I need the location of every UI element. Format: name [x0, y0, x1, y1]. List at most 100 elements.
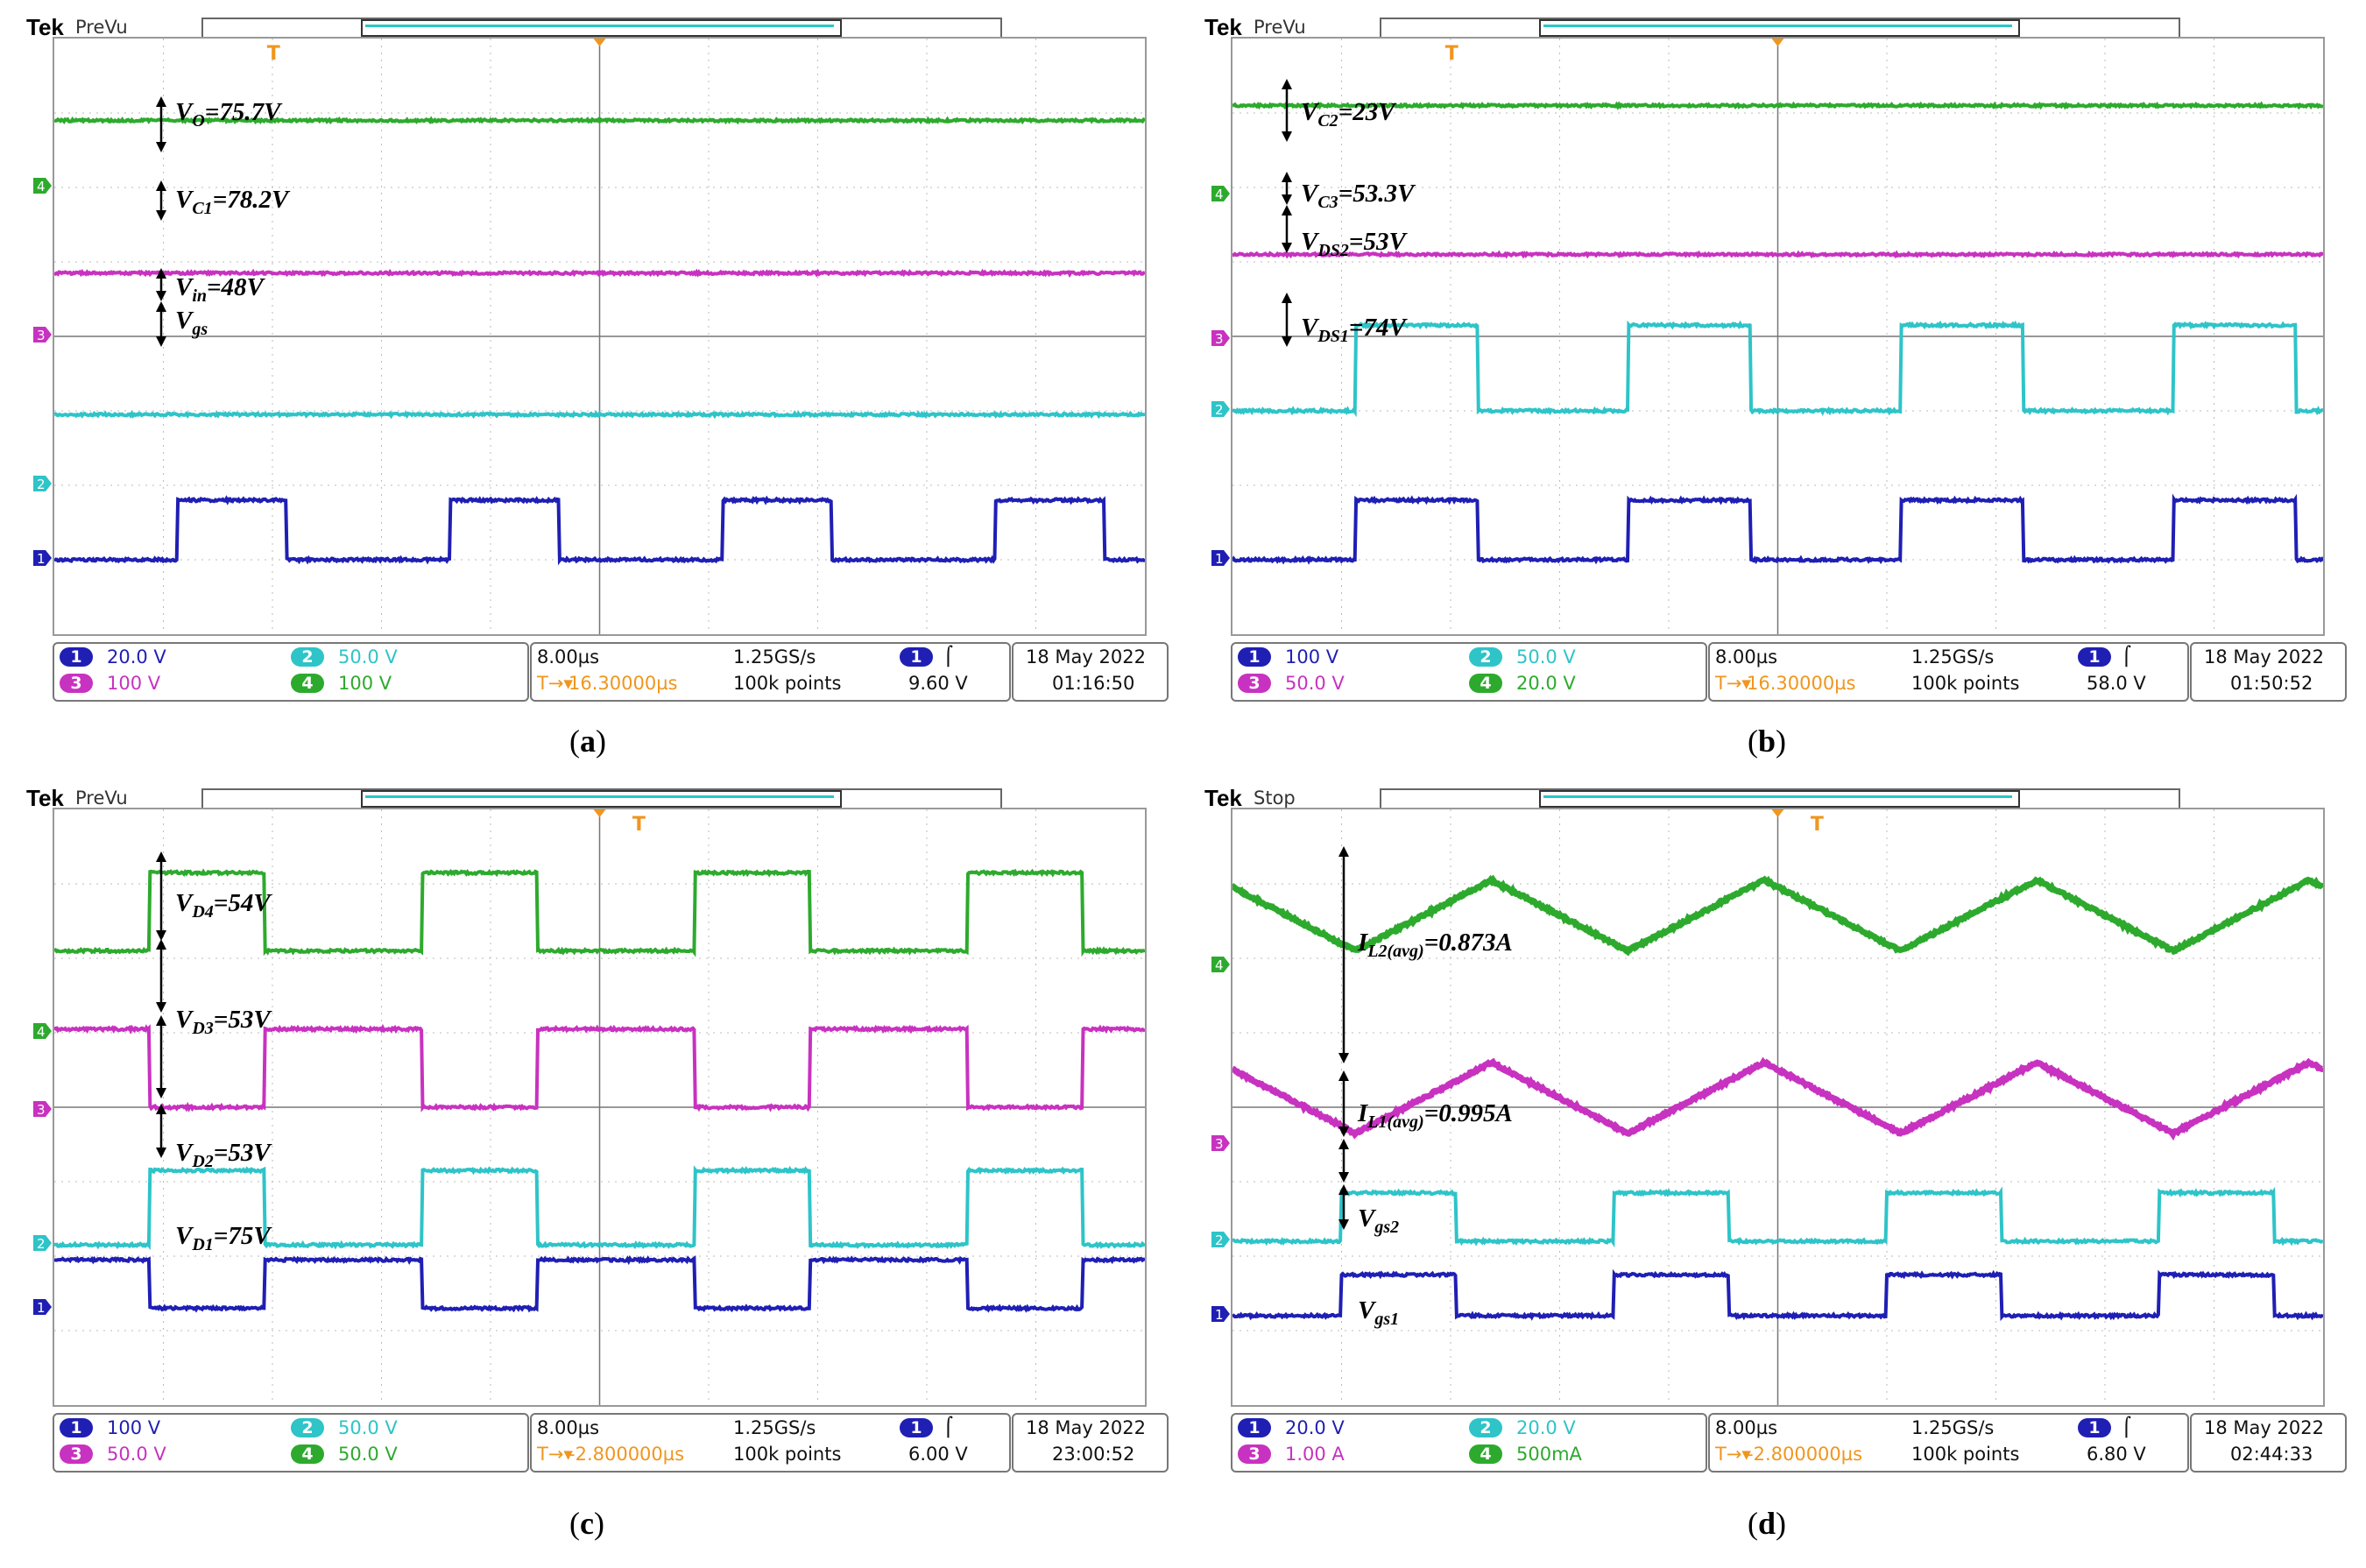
- date-value: 18 May 2022: [2204, 1417, 2324, 1438]
- trigger-level-value: 6.80 V: [2087, 1444, 2146, 1465]
- caption-letter: b: [1758, 724, 1776, 759]
- arrow-head-icon: [1282, 205, 1292, 215]
- annotation-vds2: VDS2=53V: [1301, 228, 1406, 261]
- channel-3-ground-marker-icon[interactable]: 3: [1211, 328, 1231, 348]
- channel-1-ground-marker-icon[interactable]: 1: [33, 548, 53, 568]
- channel-2-ground-marker-icon[interactable]: 2: [1211, 399, 1231, 419]
- annotation-value: =75V: [214, 1222, 271, 1250]
- trace-ch2: [54, 413, 1145, 416]
- sample-rate-value: 1.25GS/s: [1911, 646, 1994, 667]
- trigger-source-badge[interactable]: 1: [2078, 1418, 2111, 1437]
- date-value: 18 May 2022: [1026, 646, 1146, 667]
- channel-2-badge[interactable]: 2: [291, 647, 324, 667]
- channel-2-scale: 50.0 V: [1516, 646, 1576, 667]
- timebase-value: 8.00µs: [537, 1417, 599, 1438]
- trigger-offset-icon: T→▾: [1715, 1444, 1751, 1465]
- channel-3-badge[interactable]: 3: [1238, 674, 1271, 693]
- svg-text:3: 3: [1215, 331, 1224, 347]
- annotation-subscript: L1(avg): [1367, 1112, 1423, 1132]
- channel-4-badge[interactable]: 4: [1469, 1444, 1502, 1464]
- svg-text:2: 2: [1215, 1233, 1224, 1248]
- trigger-source-badge[interactable]: 1: [2078, 647, 2111, 667]
- timebase-value: 8.00µs: [1715, 646, 1777, 667]
- channel-settings-box[interactable]: 1 20.0 V 2 20.0 V 3 1.00 A 4 500mA: [1231, 1413, 1707, 1473]
- channel-3-badge[interactable]: 3: [60, 1444, 93, 1464]
- annotation-symbol: V: [175, 98, 192, 126]
- channel-4-badge[interactable]: 4: [1469, 674, 1502, 693]
- channel-1-badge[interactable]: 1: [1238, 647, 1271, 667]
- datetime-box: 18 May 2022 02:44:33: [2190, 1413, 2347, 1473]
- arrow-head-icon: [1338, 1053, 1349, 1063]
- channel-1-badge[interactable]: 1: [1238, 1418, 1271, 1437]
- svg-text:2: 2: [37, 477, 46, 492]
- channel-4-ground-marker-icon[interactable]: 4: [1211, 184, 1231, 203]
- channel-2-ground-marker-icon[interactable]: 2: [33, 474, 53, 493]
- channel-2-badge[interactable]: 2: [1469, 1418, 1502, 1437]
- channel-4-badge[interactable]: 4: [291, 1444, 324, 1464]
- channel-settings-box[interactable]: 1 100 V 2 50.0 V 3 50.0 V 4 50.0 V: [53, 1413, 529, 1473]
- channel-3-badge[interactable]: 3: [60, 674, 93, 693]
- annotation-symbol: V: [1301, 180, 1317, 208]
- record-length-value: 100k points: [1911, 673, 2019, 694]
- channel-3-badge[interactable]: 3: [1238, 1444, 1271, 1464]
- channel-1-badge[interactable]: 1: [60, 647, 93, 667]
- annotation-symbol: V: [1301, 314, 1317, 342]
- arrow-head-icon: [156, 1088, 166, 1098]
- trigger-position-icon: T: [1811, 814, 1824, 836]
- channel-4-ground-marker-icon[interactable]: 4: [1211, 955, 1231, 974]
- trigger-position-value: 16.30000µs: [569, 673, 678, 694]
- arrow-head-icon: [156, 301, 166, 312]
- channel-1-ground-marker-icon[interactable]: 1: [1211, 1304, 1231, 1324]
- channel-2-badge[interactable]: 2: [1469, 647, 1502, 667]
- annotation-vc2: VC2=23V: [1301, 98, 1395, 131]
- annotation-symbol: V: [175, 1139, 192, 1167]
- svg-text:2: 2: [1215, 402, 1224, 418]
- channel-2-ground-marker-icon[interactable]: 2: [1211, 1230, 1231, 1249]
- trigger-position-icon: T: [267, 43, 280, 65]
- channel-1-ground-marker-icon[interactable]: 1: [33, 1297, 53, 1317]
- trigger-source-badge[interactable]: 1: [900, 647, 933, 667]
- channel-1-scale: 100 V: [107, 1417, 160, 1438]
- annotation-value: =54V: [214, 889, 271, 917]
- svg-text:1: 1: [1215, 1307, 1224, 1323]
- arrow-head-icon: [1282, 131, 1292, 142]
- timebase-box[interactable]: 8.00µs 1.25GS/s 16.30000µs 100k points 9.60 …: [530, 642, 1011, 702]
- arrow-head-icon: [1338, 846, 1349, 857]
- panel-caption: (a): [569, 723, 606, 759]
- channel-settings-box[interactable]: 1 20.0 V 2 50.0 V 3 100 V 4 100 V: [53, 642, 529, 702]
- record-view-window: [1539, 19, 2020, 37]
- channel-1-badge[interactable]: 1: [60, 1418, 93, 1437]
- arrow-head-icon: [1282, 336, 1292, 347]
- arrow-head-icon: [156, 336, 166, 347]
- channel-1-ground-marker-icon[interactable]: 1: [1211, 548, 1231, 568]
- svg-text:2: 2: [37, 1236, 46, 1252]
- annotation-subscript: C2: [1317, 111, 1338, 131]
- channel-settings-box[interactable]: 1 100 V 2 50.0 V 3 50.0 V 4 20.0 V: [1231, 642, 1707, 702]
- annotation-subscript: gs2: [1374, 1218, 1399, 1237]
- channel-1-scale: 20.0 V: [107, 646, 166, 667]
- arrow-head-icon: [156, 291, 166, 301]
- channel-4-ground-marker-icon[interactable]: 4: [33, 1021, 53, 1041]
- annotation-il2: IL2(avg)=0.873A: [1358, 929, 1513, 962]
- annotation-vd3: VD3=53V: [175, 1006, 271, 1039]
- annotation-vc3: VC3=53.3V: [1301, 180, 1414, 213]
- channel-3-scale: 50.0 V: [107, 1444, 166, 1465]
- channel-4-badge[interactable]: 4: [291, 674, 324, 693]
- timebase-box[interactable]: 8.00µs 1.25GS/s -2.800000µs 100k points 6.00…: [530, 1413, 1011, 1473]
- channel-3-ground-marker-icon[interactable]: 3: [33, 1099, 53, 1119]
- channel-4-ground-marker-icon[interactable]: 4: [33, 176, 53, 195]
- datetime-box: 18 May 2022 01:50:52: [2190, 642, 2347, 702]
- trigger-source-badge[interactable]: 1: [900, 1418, 933, 1437]
- channel-3-ground-marker-icon[interactable]: 3: [1211, 1134, 1231, 1153]
- channel-2-scale: 50.0 V: [338, 1417, 398, 1438]
- channel-2-ground-marker-icon[interactable]: 2: [33, 1233, 53, 1253]
- caption-letter: d: [1758, 1506, 1776, 1541]
- timebase-box[interactable]: 8.00µs 1.25GS/s 16.30000µs 100k points 58.0 …: [1708, 642, 2189, 702]
- channel-2-badge[interactable]: 2: [291, 1418, 324, 1437]
- svg-text:4: 4: [37, 179, 46, 194]
- timebase-box[interactable]: 8.00µs 1.25GS/s -2.800000µs 100k points 6.80…: [1708, 1413, 2189, 1473]
- trigger-position-value: 16.30000µs: [1747, 673, 1856, 694]
- trigger-position-value: -2.800000µs: [1747, 1444, 1862, 1465]
- channel-3-ground-marker-icon[interactable]: 3: [33, 325, 53, 344]
- annotation-symbol: V: [175, 186, 192, 214]
